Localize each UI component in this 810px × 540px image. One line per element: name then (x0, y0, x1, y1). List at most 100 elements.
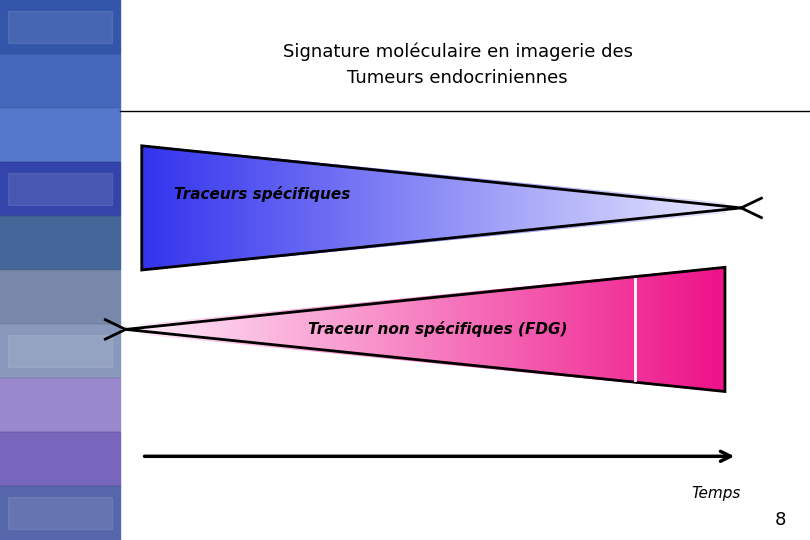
Polygon shape (536, 286, 539, 373)
Polygon shape (587, 281, 589, 378)
Polygon shape (589, 190, 590, 226)
Polygon shape (204, 152, 206, 264)
Polygon shape (636, 276, 637, 383)
Polygon shape (189, 320, 190, 339)
Polygon shape (696, 270, 697, 389)
Polygon shape (202, 152, 204, 264)
Polygon shape (714, 202, 715, 213)
Polygon shape (556, 284, 558, 375)
Polygon shape (657, 197, 659, 219)
Polygon shape (467, 293, 468, 366)
Polygon shape (478, 179, 480, 237)
Polygon shape (511, 288, 513, 370)
Polygon shape (233, 155, 235, 261)
Polygon shape (474, 179, 476, 237)
Polygon shape (241, 315, 243, 344)
Polygon shape (710, 268, 711, 390)
Polygon shape (496, 290, 497, 369)
Polygon shape (612, 192, 614, 224)
Polygon shape (461, 177, 463, 239)
Polygon shape (464, 178, 467, 238)
Polygon shape (667, 198, 668, 218)
Polygon shape (651, 196, 653, 220)
Polygon shape (272, 312, 274, 347)
Polygon shape (476, 179, 478, 237)
Bar (0, 162, 120, 216)
Polygon shape (179, 321, 181, 338)
Polygon shape (282, 311, 284, 348)
Polygon shape (492, 290, 493, 369)
Polygon shape (420, 298, 422, 361)
Polygon shape (215, 153, 218, 262)
Polygon shape (228, 316, 229, 342)
Polygon shape (367, 302, 369, 356)
Polygon shape (710, 202, 711, 214)
Polygon shape (620, 278, 622, 381)
Polygon shape (590, 190, 593, 226)
Polygon shape (414, 173, 416, 243)
Polygon shape (390, 171, 393, 245)
Polygon shape (565, 283, 568, 376)
Polygon shape (408, 299, 410, 360)
Polygon shape (361, 303, 364, 356)
Polygon shape (622, 278, 624, 381)
Polygon shape (647, 275, 649, 384)
Polygon shape (565, 188, 568, 228)
Polygon shape (235, 316, 237, 343)
Polygon shape (414, 298, 416, 361)
Polygon shape (568, 188, 569, 228)
Polygon shape (608, 192, 610, 224)
Polygon shape (490, 180, 492, 235)
Polygon shape (325, 164, 326, 252)
Polygon shape (614, 193, 616, 223)
Polygon shape (307, 162, 309, 254)
Polygon shape (441, 295, 443, 363)
Polygon shape (488, 180, 490, 236)
Polygon shape (618, 193, 620, 223)
Polygon shape (211, 153, 214, 263)
Polygon shape (239, 156, 241, 260)
Polygon shape (721, 203, 723, 213)
Polygon shape (317, 163, 318, 253)
Text: 8: 8 (774, 511, 786, 529)
Polygon shape (394, 171, 396, 245)
Polygon shape (575, 189, 578, 227)
Polygon shape (225, 154, 228, 262)
Polygon shape (321, 164, 322, 252)
Polygon shape (684, 200, 686, 216)
Polygon shape (672, 272, 675, 387)
Polygon shape (151, 147, 153, 269)
Polygon shape (194, 151, 196, 265)
Polygon shape (177, 321, 179, 338)
Bar (8, 497, 112, 529)
Polygon shape (482, 179, 484, 237)
Polygon shape (480, 292, 482, 367)
Polygon shape (668, 198, 671, 218)
Polygon shape (171, 322, 173, 337)
Polygon shape (676, 199, 678, 217)
Polygon shape (675, 199, 676, 217)
Polygon shape (680, 272, 682, 387)
Polygon shape (389, 170, 390, 246)
Polygon shape (540, 286, 542, 373)
Polygon shape (243, 156, 245, 260)
Polygon shape (418, 298, 420, 361)
Bar (0, 432, 120, 486)
Polygon shape (369, 302, 371, 356)
Polygon shape (190, 320, 192, 339)
Polygon shape (404, 299, 406, 360)
Polygon shape (340, 165, 342, 251)
Polygon shape (453, 177, 454, 239)
Polygon shape (321, 307, 322, 352)
Polygon shape (266, 313, 268, 346)
Polygon shape (593, 191, 595, 225)
Polygon shape (458, 177, 461, 239)
Polygon shape (578, 189, 579, 227)
Polygon shape (211, 318, 214, 341)
Polygon shape (293, 310, 296, 349)
Polygon shape (288, 310, 289, 348)
Polygon shape (649, 196, 651, 220)
Polygon shape (532, 286, 535, 373)
Polygon shape (723, 267, 725, 392)
Polygon shape (229, 316, 231, 342)
